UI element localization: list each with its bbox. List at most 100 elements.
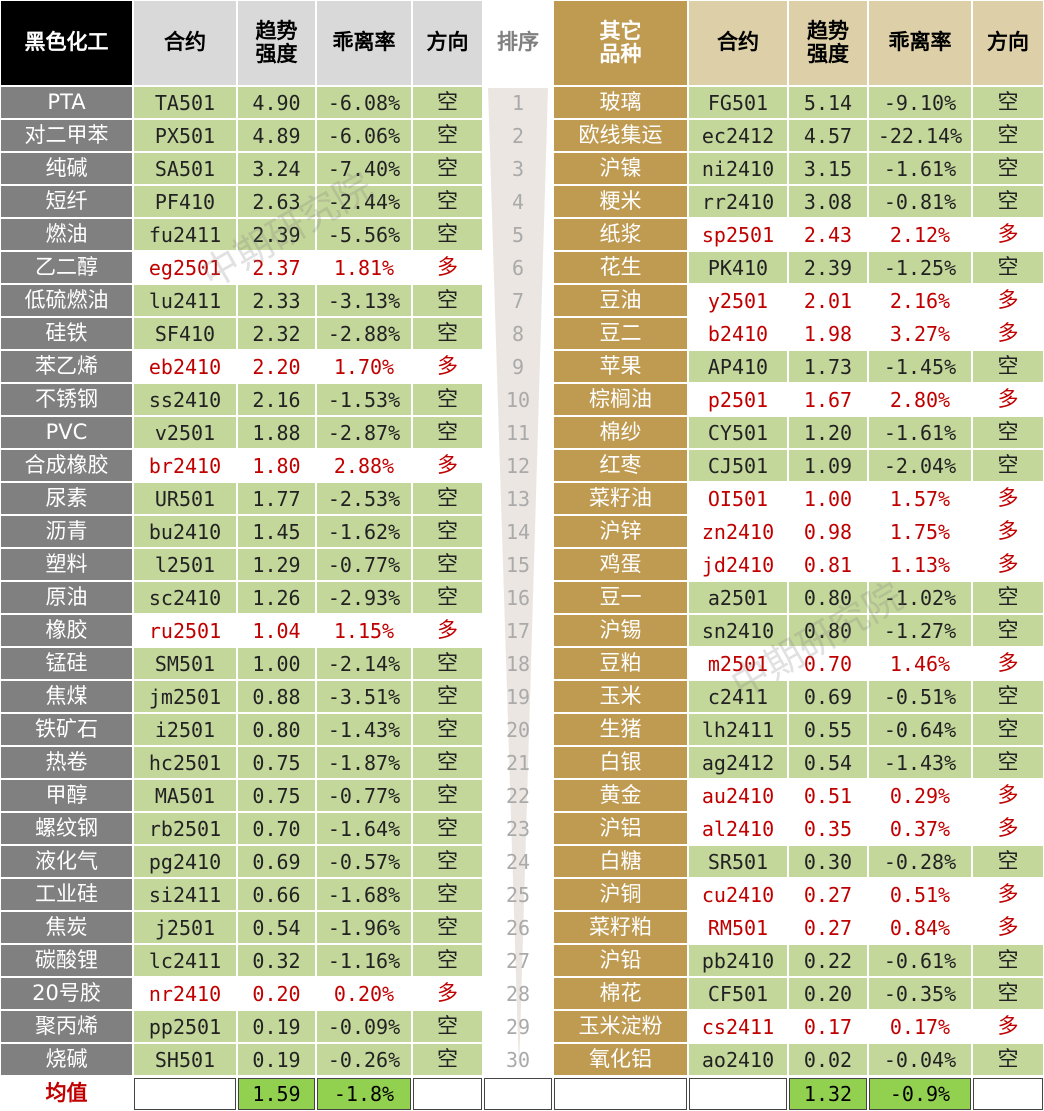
deviation: -2.14% [317,648,411,679]
deviation: 2.80% [869,384,971,415]
direction: 空 [413,318,482,349]
deviation: 0.20% [317,978,411,1009]
direction: 多 [973,516,1043,547]
footer-mean: -0.9% [869,1078,971,1110]
variety: 棕榈油 [554,384,687,415]
variety: 沥青 [1,516,132,547]
contract: CY501 [689,417,787,448]
direction: 空 [413,219,482,250]
deviation: -6.08% [317,87,411,118]
contract: PK410 [689,252,787,283]
contract: jd2410 [689,549,787,580]
variety: 棉花 [554,978,687,1009]
variety: PVC [1,417,132,448]
trend-strength: 0.17 [789,1011,867,1042]
direction: 空 [973,681,1043,712]
footer-mean: -1.8% [317,1078,411,1110]
deviation: -0.61% [869,945,971,976]
deviation: -0.09% [317,1011,411,1042]
direction: 空 [413,153,482,184]
direction: 多 [973,813,1043,844]
trend-strength: 0.22 [789,945,867,976]
direction: 多 [973,912,1043,943]
variety: 对二甲苯 [1,120,132,151]
variety: 低硫燃油 [1,285,132,316]
contract: SA501 [134,153,236,184]
contract: TA501 [134,87,236,118]
direction: 空 [413,582,482,613]
header-line: 强度 [807,42,849,66]
trend-strength: 0.66 [238,879,315,910]
direction: 空 [413,549,482,580]
direction: 空 [413,87,482,118]
trend-strength: 0.55 [789,714,867,745]
direction: 空 [413,813,482,844]
trend-strength: 0.20 [238,978,315,1009]
contract: v2501 [134,417,236,448]
contract: br2410 [134,450,236,481]
trend-strength: 2.43 [789,219,867,250]
variety: 沪铅 [554,945,687,976]
rank: 13 [505,486,531,511]
rank: 16 [505,585,531,610]
deviation: -6.06% [317,120,411,151]
trend-strength: 0.32 [238,945,315,976]
variety: 玉米 [554,681,687,712]
variety: 苯乙烯 [1,351,132,382]
trend-strength: 0.80 [789,582,867,613]
contract: eg2501 [134,252,236,283]
variety: 塑料 [1,549,132,580]
contract: i2501 [134,714,236,745]
direction: 空 [973,945,1043,976]
variety: 生猪 [554,714,687,745]
rank: 6 [511,255,525,280]
direction: 空 [413,912,482,943]
contract: l2501 [134,549,236,580]
header-cell: 合约 [134,1,236,85]
trend-strength: 0.88 [238,681,315,712]
direction: 多 [413,450,482,481]
variety: 工业硅 [1,879,132,910]
direction: 空 [413,648,482,679]
direction: 多 [973,780,1043,811]
trend-strength: 3.24 [238,153,315,184]
trend-strength: 0.27 [789,912,867,943]
variety: 螺纹钢 [1,813,132,844]
header-cell: 乖离率 [317,1,411,85]
variety: 热卷 [1,747,132,778]
trend-strength: 0.02 [789,1044,867,1075]
header-cell: 排序 [497,30,539,55]
header-cell: 方向 [973,1,1043,85]
contract: lc2411 [134,945,236,976]
contract: ss2410 [134,384,236,415]
direction: 空 [413,714,482,745]
direction: 空 [973,615,1043,646]
contract: CF501 [689,978,787,1009]
deviation: -9.10% [869,87,971,118]
trend-strength: 2.63 [238,186,315,217]
contract: SR501 [689,846,787,877]
deviation: 2.16% [869,285,971,316]
contract: fu2411 [134,219,236,250]
trend-strength: 1.98 [789,318,867,349]
header-cell: 黑色化工 [1,1,132,85]
header-cell: 方向 [413,1,482,85]
deviation: -0.28% [869,846,971,877]
rank: 23 [505,816,531,841]
rank: 11 [505,420,531,445]
trend-strength: 4.89 [238,120,315,151]
variety: 燃油 [1,219,132,250]
trend-strength: 1.20 [789,417,867,448]
contract: PF410 [134,186,236,217]
variety: 菜籽油 [554,483,687,514]
header-line: 其它 [599,18,642,43]
direction: 空 [973,978,1043,1009]
deviation: 0.17% [869,1011,971,1042]
deviation: 3.27% [869,318,971,349]
deviation: -1.45% [869,351,971,382]
rank: 29 [505,1014,531,1039]
trend-strength: 1.45 [238,516,315,547]
deviation: -1.43% [317,714,411,745]
contract: al2410 [689,813,787,844]
deviation: -2.93% [317,582,411,613]
